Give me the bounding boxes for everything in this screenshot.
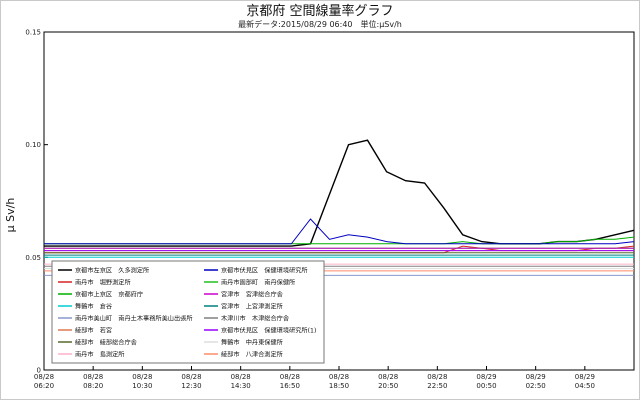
series-lines [44, 139, 635, 276]
x-tick-time: 18:50 [329, 382, 349, 390]
x-tick-date: 08/28 [378, 373, 398, 381]
series-line-8 [44, 218, 635, 245]
y-axis: 0 0.05 0.10 0.15 [25, 29, 48, 375]
x-tick-time: 16:50 [280, 382, 300, 390]
chart-title: 京都府 空間線量率グラフ [246, 3, 393, 19]
y-tick-label: 0 [37, 367, 41, 375]
y-axis-label: μ Sv/h [4, 198, 17, 233]
x-axis: 08/2806:2008/2808:2008/2810:3008/2812:30… [34, 366, 595, 390]
x-tick-time: 14:30 [231, 382, 251, 390]
legend-label: 京都市上京区 京都府庁 [75, 290, 143, 298]
legend-label: 京都市左京区 久多測定所 [75, 266, 149, 274]
legend-label: 南丹市美山町 南丹土木事務所美山出張所 [75, 314, 193, 322]
y-tick-label: 0.10 [25, 141, 41, 149]
x-tick-date: 08/28 [132, 373, 152, 381]
x-tick-time: 22:50 [427, 382, 447, 390]
x-tick-time: 20:50 [378, 382, 398, 390]
legend-label: 南丹市 堀野測定所 [75, 278, 131, 286]
x-tick-date: 08/29 [476, 373, 496, 381]
y-tick-label: 0.15 [25, 29, 41, 37]
legend-label: 南丹市園部町 南丹保健所 [221, 278, 295, 286]
series-line-1 [44, 245, 635, 254]
x-tick-time: 00:50 [476, 382, 496, 390]
legend-label: 舞鶴市 中丹東保健所 [221, 338, 283, 346]
legend-label: 宮津市 宮津総合庁舎 [221, 290, 283, 298]
x-tick-time: 08:20 [83, 382, 103, 390]
legend-label: 南丹市 島測定所 [75, 350, 125, 358]
x-tick-date: 08/29 [575, 373, 595, 381]
x-tick-date: 08/29 [526, 373, 546, 381]
x-tick-date: 08/28 [83, 373, 103, 381]
x-tick-date: 08/28 [280, 373, 300, 381]
legend-box [51, 260, 325, 364]
legend-label: 京都市伏見区 保健環境研究所(1) [221, 326, 316, 334]
legend-label: 綾部市 綾部総合庁舎 [75, 338, 137, 346]
chart-subtitle: 最新データ:2015/08/29 06:40 単位:μSv/h [238, 19, 402, 29]
x-tick-time: 06:20 [34, 382, 54, 390]
x-tick-time: 12:30 [181, 382, 201, 390]
x-tick-date: 08/28 [231, 373, 251, 381]
legend-label: 京都市伏見区 保健環境研究所 [221, 266, 308, 274]
x-tick-date: 08/28 [427, 373, 447, 381]
x-tick-time: 02:50 [526, 382, 546, 390]
x-tick-date: 08/28 [329, 373, 349, 381]
series-line-0 [44, 139, 635, 247]
legend-label: 舞鶴市 倉谷 [75, 302, 112, 310]
x-tick-date: 08/28 [34, 373, 54, 381]
x-tick-time: 10:30 [132, 382, 152, 390]
legend-label: 綾部市 八津合測定所 [221, 350, 283, 358]
x-tick-time: 04:50 [575, 382, 595, 390]
legend-label: 綾部市 若宮 [75, 326, 112, 334]
legend-label: 宮津市 上宮津測定所 [221, 302, 283, 310]
series-line-2 [44, 236, 635, 245]
legend-label: 木津川市 木津総合庁舎 [221, 314, 289, 322]
y-tick-label: 0.05 [25, 254, 41, 262]
x-tick-date: 08/28 [181, 373, 201, 381]
